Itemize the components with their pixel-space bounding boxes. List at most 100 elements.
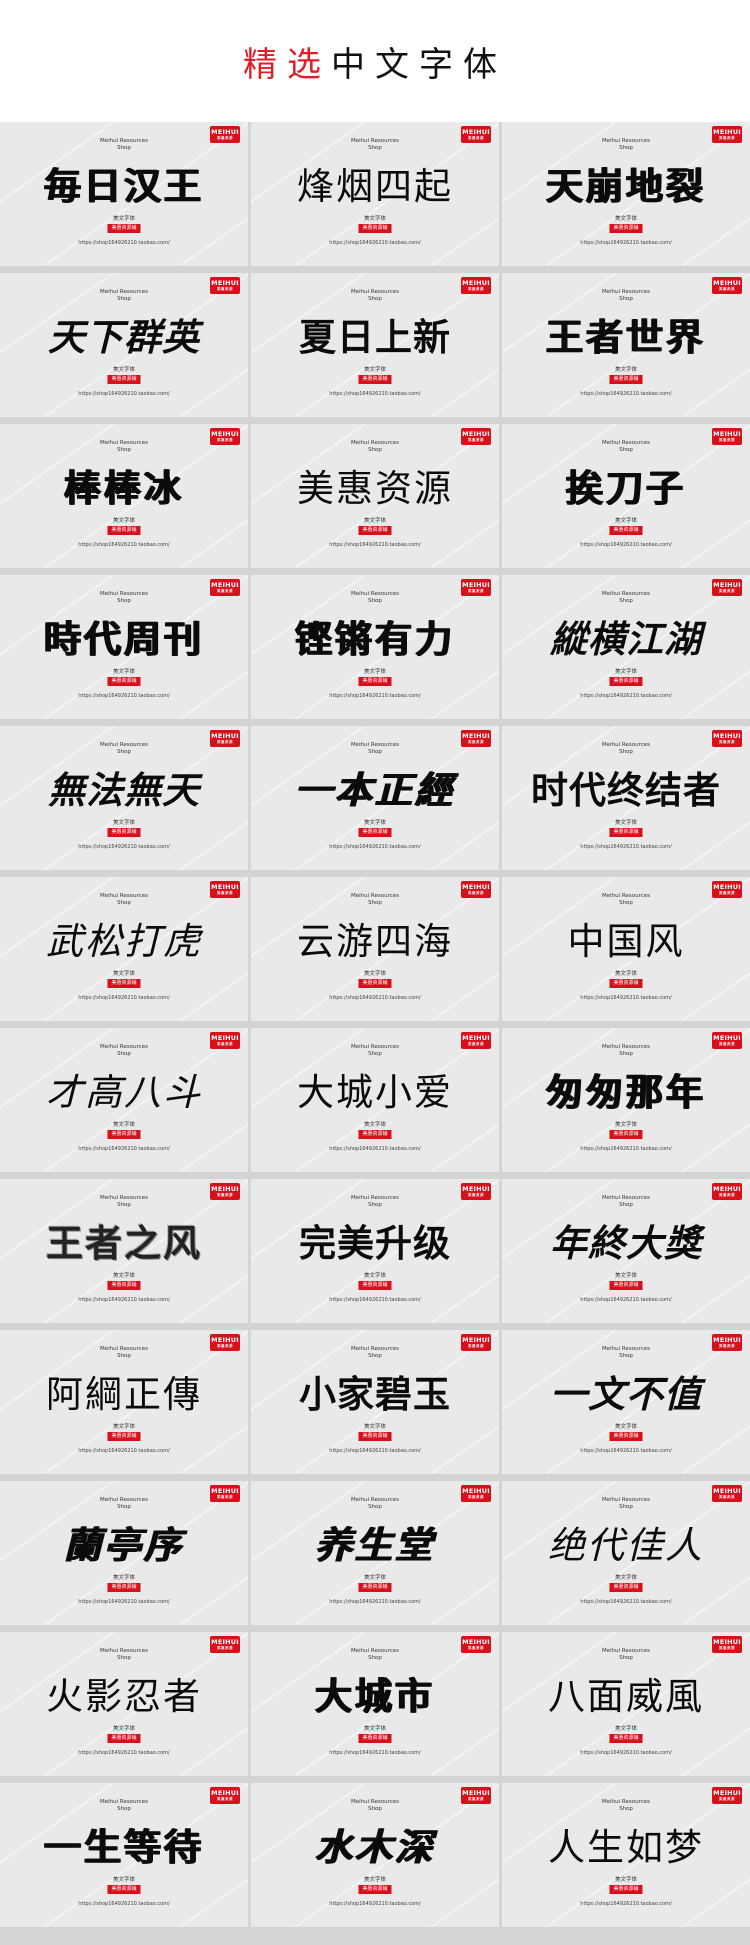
font-card[interactable]: MEIHUI 美惠资源 Meihui Resources Shop 棒棒冰 美文… [0, 424, 248, 568]
font-card[interactable]: MEIHUI 美惠资源 Meihui Resources Shop 時代周刊 美… [0, 575, 248, 719]
shop-url[interactable]: https://shop164926210.taobao.com/ [329, 1750, 421, 1756]
shop-line-1: Meihui Resources [351, 1648, 399, 1654]
shop-badge: 美惠资源铺 [358, 375, 392, 384]
shop-url[interactable]: https://shop164926210.taobao.com/ [329, 844, 421, 850]
shop-url[interactable]: https://shop164926210.taobao.com/ [78, 844, 170, 850]
shop-url[interactable]: https://shop164926210.taobao.com/ [580, 1901, 672, 1907]
logo-word: MEIHUI [713, 1487, 741, 1495]
logo-sub: 美惠资源 [217, 1041, 233, 1046]
shop-url[interactable]: https://shop164926210.taobao.com/ [329, 240, 421, 246]
font-card[interactable]: MEIHUI 美惠资源 Meihui Resources Shop 王者之风 美… [0, 1179, 248, 1323]
shop-url[interactable]: https://shop164926210.taobao.com/ [78, 391, 170, 397]
font-card[interactable]: MEIHUI 美惠资源 Meihui Resources Shop 一生等待 美… [0, 1783, 248, 1927]
font-card[interactable]: MEIHUI 美惠资源 Meihui Resources Shop 天下群英 美… [0, 273, 248, 417]
font-card[interactable]: MEIHUI 美惠资源 Meihui Resources Shop 王者世界 美… [502, 273, 750, 417]
shop-url[interactable]: https://shop164926210.taobao.com/ [580, 1297, 672, 1303]
shop-url[interactable]: https://shop164926210.taobao.com/ [329, 693, 421, 699]
shop-url[interactable]: https://shop164926210.taobao.com/ [78, 1599, 170, 1605]
shop-url[interactable]: https://shop164926210.taobao.com/ [580, 995, 672, 1001]
shop-url[interactable]: https://shop164926210.taobao.com/ [78, 1901, 170, 1907]
shop-url[interactable]: https://shop164926210.taobao.com/ [580, 391, 672, 397]
brand-logo: MEIHUI 美惠资源 [461, 1334, 491, 1351]
font-card[interactable]: MEIHUI 美惠资源 Meihui Resources Shop 大城小爱 美… [251, 1028, 499, 1172]
font-card[interactable]: MEIHUI 美惠资源 Meihui Resources Shop 小家碧玉 美… [251, 1330, 499, 1474]
font-card[interactable]: MEIHUI 美惠资源 Meihui Resources Shop 才高八斗 美… [0, 1028, 248, 1172]
shop-url[interactable]: https://shop164926210.taobao.com/ [78, 1448, 170, 1454]
shop-url[interactable]: https://shop164926210.taobao.com/ [78, 693, 170, 699]
font-card[interactable]: MEIHUI 美惠资源 Meihui Resources Shop 铿锵有力 美… [251, 575, 499, 719]
font-card[interactable]: MEIHUI 美惠资源 Meihui Resources Shop 大城市 美文… [251, 1632, 499, 1776]
shop-url[interactable]: https://shop164926210.taobao.com/ [78, 1146, 170, 1152]
shop-line-2: Shop [368, 598, 382, 604]
font-card[interactable]: MEIHUI 美惠资源 Meihui Resources Shop 夏日上新 美… [251, 273, 499, 417]
shop-line-1: Meihui Resources [602, 1648, 650, 1654]
logo-word: MEIHUI [462, 1789, 490, 1797]
font-card[interactable]: MEIHUI 美惠资源 Meihui Resources Shop 天崩地裂 美… [502, 122, 750, 266]
font-card[interactable]: MEIHUI 美惠资源 Meihui Resources Shop 一本正經 美… [251, 726, 499, 870]
shop-url[interactable]: https://shop164926210.taobao.com/ [329, 1297, 421, 1303]
font-card[interactable]: MEIHUI 美惠资源 Meihui Resources Shop 一文不值 美… [502, 1330, 750, 1474]
shop-line-1: Meihui Resources [351, 1195, 399, 1201]
shop-badge: 美惠资源铺 [107, 1885, 141, 1894]
logo-word: MEIHUI [211, 1789, 239, 1797]
shop-url[interactable]: https://shop164926210.taobao.com/ [329, 1448, 421, 1454]
shop-url[interactable]: https://shop164926210.taobao.com/ [78, 1750, 170, 1756]
font-caption: 美文字体 [112, 518, 135, 524]
shop-url[interactable]: https://shop164926210.taobao.com/ [78, 542, 170, 548]
font-card[interactable]: MEIHUI 美惠资源 Meihui Resources Shop 年終大獎 美… [502, 1179, 750, 1323]
font-card[interactable]: MEIHUI 美惠资源 Meihui Resources Shop 毎日汉王 美… [0, 122, 248, 266]
shop-url[interactable]: https://shop164926210.taobao.com/ [580, 1599, 672, 1605]
shop-name: Meihui Resources Shop [251, 1346, 499, 1360]
font-card[interactable]: MEIHUI 美惠资源 Meihui Resources Shop 縱横江湖 美… [502, 575, 750, 719]
shop-line-2: Shop [368, 447, 382, 453]
font-sample-text: 時代周刊 [44, 618, 204, 661]
shop-badge: 美惠资源铺 [107, 979, 141, 988]
font-sample-text: 人生如梦 [548, 1826, 704, 1869]
font-card[interactable]: MEIHUI 美惠资源 Meihui Resources Shop 火影忍者 美… [0, 1632, 248, 1776]
shop-line-1: Meihui Resources [602, 591, 650, 597]
shop-url[interactable]: https://shop164926210.taobao.com/ [329, 1599, 421, 1605]
font-card[interactable]: MEIHUI 美惠资源 Meihui Resources Shop 蘭亭序 美文… [0, 1481, 248, 1625]
shop-url[interactable]: https://shop164926210.taobao.com/ [580, 240, 672, 246]
font-card[interactable]: MEIHUI 美惠资源 Meihui Resources Shop 無法無天 美… [0, 726, 248, 870]
shop-url[interactable]: https://shop164926210.taobao.com/ [78, 1297, 170, 1303]
font-card[interactable]: MEIHUI 美惠资源 Meihui Resources Shop 八面威風 美… [502, 1632, 750, 1776]
shop-url[interactable]: https://shop164926210.taobao.com/ [78, 240, 170, 246]
shop-url[interactable]: https://shop164926210.taobao.com/ [580, 542, 672, 548]
font-card[interactable]: MEIHUI 美惠资源 Meihui Resources Shop 云游四海 美… [251, 877, 499, 1021]
shop-url[interactable]: https://shop164926210.taobao.com/ [580, 1146, 672, 1152]
shop-url[interactable]: https://shop164926210.taobao.com/ [580, 1750, 672, 1756]
shop-url[interactable]: https://shop164926210.taobao.com/ [329, 995, 421, 1001]
font-card[interactable]: MEIHUI 美惠资源 Meihui Resources Shop 阿綱正傳 美… [0, 1330, 248, 1474]
font-card[interactable]: MEIHUI 美惠资源 Meihui Resources Shop 烽烟四起 美… [251, 122, 499, 266]
shop-line-1: Meihui Resources [351, 1799, 399, 1805]
font-card[interactable]: MEIHUI 美惠资源 Meihui Resources Shop 中国风 美文… [502, 877, 750, 1021]
brand-logo: MEIHUI 美惠资源 [712, 730, 742, 747]
shop-line-1: Meihui Resources [100, 591, 148, 597]
shop-url[interactable]: https://shop164926210.taobao.com/ [580, 844, 672, 850]
font-card[interactable]: MEIHUI 美惠资源 Meihui Resources Shop 水木深 美文… [251, 1783, 499, 1927]
font-card[interactable]: MEIHUI 美惠资源 Meihui Resources Shop 人生如梦 美… [502, 1783, 750, 1927]
logo-word: MEIHUI [462, 581, 490, 589]
font-card[interactable]: MEIHUI 美惠资源 Meihui Resources Shop 美惠资源 美… [251, 424, 499, 568]
logo-word: MEIHUI [211, 883, 239, 891]
font-card[interactable]: MEIHUI 美惠资源 Meihui Resources Shop 匆匆那年 美… [502, 1028, 750, 1172]
shop-url[interactable]: https://shop164926210.taobao.com/ [580, 1448, 672, 1454]
font-card[interactable]: MEIHUI 美惠资源 Meihui Resources Shop 武松打虎 美… [0, 877, 248, 1021]
shop-name: Meihui Resources Shop [251, 440, 499, 454]
font-card[interactable]: MEIHUI 美惠资源 Meihui Resources Shop 挨刀子 美文… [502, 424, 750, 568]
shop-url[interactable]: https://shop164926210.taobao.com/ [329, 542, 421, 548]
font-card[interactable]: MEIHUI 美惠资源 Meihui Resources Shop 绝代佳人 美… [502, 1481, 750, 1625]
font-caption: 美文字体 [112, 1424, 135, 1430]
shop-url[interactable]: https://shop164926210.taobao.com/ [78, 995, 170, 1001]
font-card[interactable]: MEIHUI 美惠资源 Meihui Resources Shop 养生堂 美文… [251, 1481, 499, 1625]
shop-url[interactable]: https://shop164926210.taobao.com/ [329, 391, 421, 397]
logo-word: MEIHUI [211, 128, 239, 136]
shop-line-2: Shop [619, 1051, 633, 1057]
shop-url[interactable]: https://shop164926210.taobao.com/ [580, 693, 672, 699]
shop-url[interactable]: https://shop164926210.taobao.com/ [329, 1901, 421, 1907]
shop-url[interactable]: https://shop164926210.taobao.com/ [329, 1146, 421, 1152]
font-sample-text: 一本正經 [295, 769, 455, 812]
font-card[interactable]: MEIHUI 美惠资源 Meihui Resources Shop 完美升级 美… [251, 1179, 499, 1323]
font-card[interactable]: MEIHUI 美惠资源 Meihui Resources Shop 时代终结者 … [502, 726, 750, 870]
